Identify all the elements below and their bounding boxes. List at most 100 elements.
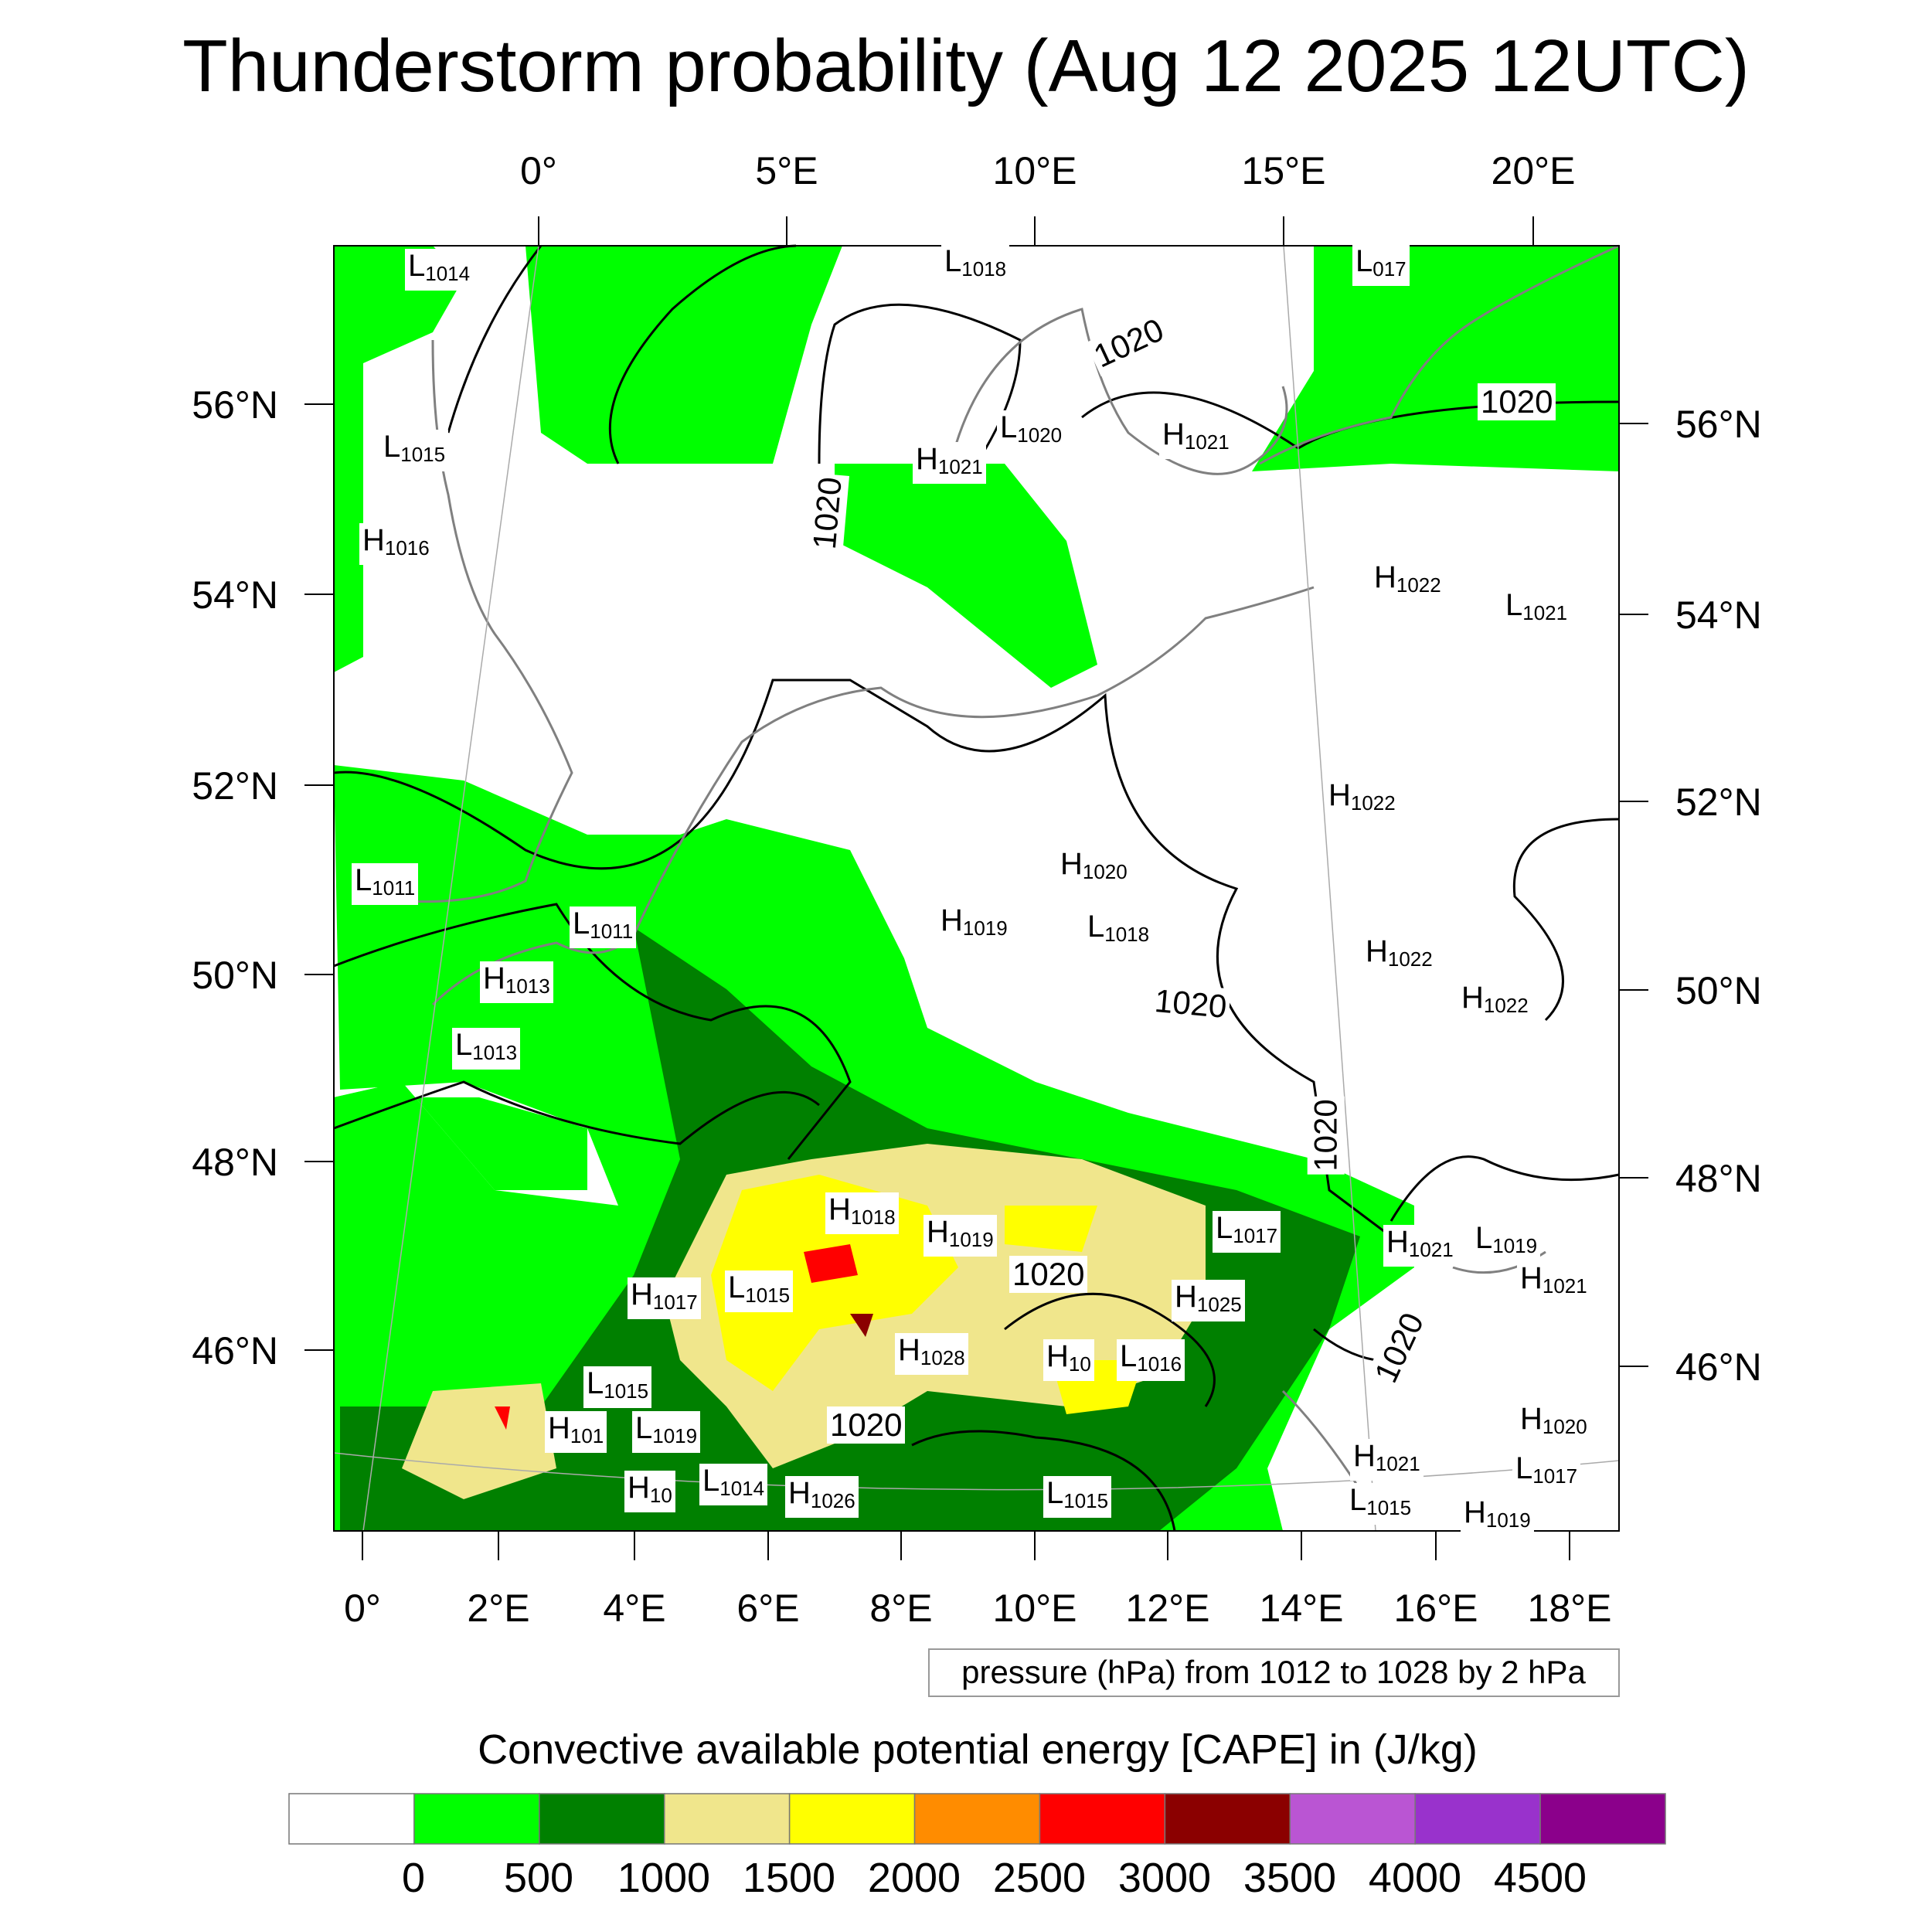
center-pressure: 1011 [590,920,634,943]
pressure-center-high: H1022 [1362,934,1436,976]
center-pressure: 1019 [962,917,1008,940]
center-pressure: 10 [1068,1352,1091,1376]
isobar-label: 1020 [1478,383,1556,420]
center-pressure: 1028 [920,1346,965,1369]
colorbar-swatch [1039,1793,1166,1845]
center-type: H [483,961,505,995]
lon-label: 15°E [1242,149,1326,192]
colorbar-swatch [539,1793,665,1845]
center-pressure: 1022 [1396,573,1441,597]
pressure-center-high: H101 [545,1411,607,1453]
center-type: H [1464,1495,1486,1529]
center-type: H [1520,1261,1543,1295]
pressure-center-low: L1017 [1512,1451,1581,1493]
lon-label: 0° [520,149,557,192]
pressure-center-low: L1015 [583,1366,652,1408]
center-pressure: 1014 [719,1477,765,1500]
center-pressure: 1015 [745,1284,791,1307]
center-pressure: 1022 [1483,994,1529,1017]
pressure-center-low: L1011 [352,863,419,905]
center-type: L [1515,1451,1533,1485]
center-type: H [548,1411,570,1445]
left-lat-labels: 56°N 54°N 52°N 50°N 48°N 46°N [192,383,278,1372]
colorbar-swatch [788,1793,916,1845]
center-type: H [1162,417,1185,451]
center-pressure: 101 [570,1424,604,1447]
pressure-center-low: L1018 [941,244,1010,286]
pressure-center-high: H1028 [895,1333,968,1375]
pressure-center-low: L1014 [405,249,474,291]
center-type: H [362,523,385,557]
lon-label: 16°E [1394,1587,1478,1630]
bottom-lon-labels: 0° 2°E 4°E 6°E 8°E 10°E 12°E 14°E 16°E 1… [344,1587,1611,1630]
center-pressure: 1017 [1532,1464,1578,1488]
center-type: H [940,903,963,937]
center-type: L [455,1028,473,1062]
center-type: L [1216,1211,1233,1245]
center-pressure: 1013 [505,975,550,998]
pressure-center-low: L1019 [632,1411,701,1453]
lon-label: 8°E [869,1587,932,1630]
center-type: H [631,1277,653,1311]
isobar-label: 1020 [1150,981,1232,1026]
lat-label: 46°N [192,1329,278,1372]
center-pressure: 1018 [850,1206,896,1229]
pressure-center-low: L1019 [1472,1221,1541,1263]
colorbar-swatch [913,1793,1041,1845]
colorbar-swatch [413,1793,540,1845]
center-type: L [1475,1221,1493,1255]
center-type: H [1060,847,1083,881]
center-type: H [1386,1225,1409,1259]
colorbar-title: Convective available potential energy [C… [478,1726,1478,1773]
pressure-center-low: L1016 [1117,1339,1185,1381]
center-type: H [1353,1439,1376,1473]
center-type: L [1505,588,1523,622]
center-type: L [573,906,590,940]
isobar-label: 1020 [805,472,850,554]
map-panel [333,244,1620,1532]
lat-label: 50°N [1675,969,1762,1012]
pressure-center-high: H1025 [1172,1280,1245,1321]
center-pressure: 1015 [604,1379,649,1403]
lat-label: 48°N [1675,1157,1762,1200]
pressure-center-high: H1019 [923,1215,997,1257]
pressure-center-high: H1021 [913,442,986,484]
center-type: H [1374,560,1396,594]
isobar-label: 1020 [1307,1096,1345,1175]
colorbar-label: 2500 [993,1855,1086,1901]
center-pressure: 1021 [1522,601,1568,624]
center-pressure: 1022 [1387,947,1433,971]
center-pressure: 1013 [472,1041,518,1064]
lat-label: 52°N [1675,781,1762,824]
pressure-center-low: L1015 [725,1270,794,1312]
center-type: L [1087,910,1105,944]
center-type: L [355,863,372,897]
center-pressure: 1018 [961,257,1007,281]
pressure-legend: pressure (hPa) from 1012 to 1028 by 2 hP… [928,1648,1620,1697]
center-type: H [1366,934,1388,968]
colorbar-label: 0 [402,1855,425,1901]
center-type: H [628,1471,650,1505]
colorbar-label: 3500 [1243,1855,1336,1901]
pressure-center-high: H1019 [937,903,1011,945]
pressure-center-high: H1022 [1325,778,1399,820]
pressure-center-low: L017 [1352,244,1410,286]
center-pressure: 1014 [425,262,471,285]
center-type: H [1520,1402,1543,1436]
right-lat-labels: 56°N 54°N 52°N 50°N 48°N 46°N [1675,403,1762,1389]
pressure-center-low: L1011 [570,906,637,948]
pressure-center-low: L1015 [1043,1476,1112,1518]
pressure-center-high: H1021 [1159,417,1233,459]
lat-label: 48°N [192,1141,278,1184]
pressure-center-high: H1020 [1517,1402,1590,1444]
lon-label: 12°E [1126,1587,1210,1630]
pressure-center-high: H10 [624,1471,675,1512]
center-pressure: 1015 [400,443,446,466]
pressure-center-high: H1021 [1350,1439,1423,1481]
pressure-center-low: L1020 [997,410,1066,452]
center-pressure: 1015 [1366,1496,1412,1519]
colorbar-swatch [1289,1793,1416,1845]
isobar-label: 1020 [827,1406,906,1444]
center-type: H [916,442,938,476]
